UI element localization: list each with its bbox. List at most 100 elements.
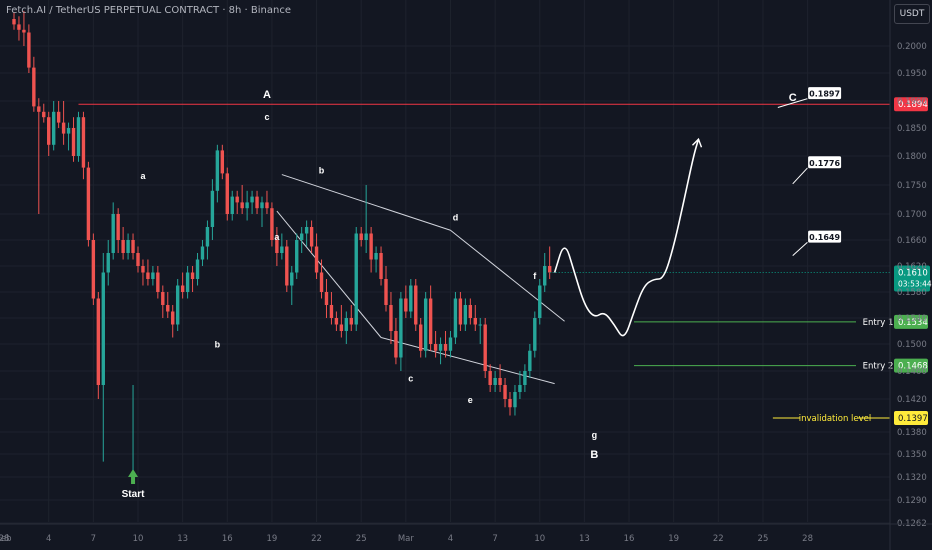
candle-body — [304, 227, 309, 234]
x-tick-label: 25 — [356, 534, 367, 544]
candle-body — [290, 272, 294, 286]
candle-body — [498, 378, 502, 385]
candle-body — [220, 150, 225, 174]
candle-body — [538, 285, 542, 318]
candle-body — [260, 202, 264, 209]
y-tick-label: 0.1950 — [897, 69, 927, 79]
target-box — [807, 229, 843, 244]
candle-body — [200, 246, 205, 260]
candle-body — [190, 272, 195, 279]
candle-body — [389, 305, 393, 331]
y-tick-label: 0.1290 — [897, 496, 927, 506]
y-tick-label: 0.1350 — [897, 450, 927, 460]
y-tick-label: 0.1460 — [897, 367, 927, 377]
entry-1-text: Entry 1 — [863, 318, 894, 328]
candle-body — [483, 324, 487, 371]
x-tick-label: 16 — [624, 534, 635, 544]
candle-body — [384, 279, 388, 305]
candle-body — [349, 318, 353, 325]
candle-body — [51, 111, 56, 145]
wave-label-B: B — [590, 449, 598, 461]
candle-body — [533, 318, 537, 351]
wave-label-A: A — [263, 89, 271, 101]
wave-label-Start: Start — [122, 489, 145, 500]
x-tick-label: 28 — [0, 534, 9, 544]
candle-body — [448, 337, 453, 351]
x-tick-label: 7 — [91, 534, 96, 544]
wedge-upper-line-2 — [450, 229, 565, 322]
x-tick-label: 16 — [222, 534, 233, 544]
candle-body — [166, 305, 170, 312]
x-tick-label: 10 — [534, 534, 545, 544]
invalidation-price-tag-text: 0.1397 — [898, 414, 928, 424]
candle-body — [359, 233, 363, 240]
candle-body — [32, 67, 36, 107]
candle-body — [265, 202, 269, 209]
candle-body — [22, 29, 26, 33]
candle-body — [329, 305, 334, 318]
currency-selector[interactable]: USDT — [894, 4, 930, 24]
candle-body — [508, 399, 512, 408]
candle-body — [146, 272, 150, 279]
candle-body — [230, 196, 234, 214]
candle-body — [423, 298, 428, 351]
candle-body — [185, 272, 190, 292]
candle-body — [339, 324, 344, 331]
y-tick-label: 0.1800 — [897, 152, 927, 162]
candle-body — [136, 253, 140, 266]
y-tick-label: 0.1380 — [897, 428, 927, 438]
candle-body — [324, 292, 329, 305]
candle-body — [91, 240, 96, 299]
chart-title: Fetch.AI / TetherUS PERPETUAL CONTRACT ·… — [6, 5, 292, 16]
candle-body — [86, 167, 91, 240]
candle-body — [309, 227, 314, 247]
candle-body — [374, 253, 378, 260]
entry-2-price-tag-text: 0.1468 — [898, 362, 928, 372]
chart-grid — [0, 0, 890, 524]
candle-body — [463, 305, 468, 325]
candle-body — [543, 266, 547, 286]
candle-body — [473, 318, 477, 325]
candle-body — [453, 298, 458, 338]
candle-body — [151, 272, 155, 279]
x-tick-label: 22 — [311, 534, 322, 544]
wave-label-e: e — [468, 395, 473, 405]
target-box — [807, 155, 843, 170]
candle-body — [101, 272, 105, 385]
candle-body — [285, 246, 289, 286]
candle-body — [344, 318, 349, 331]
candle-body — [205, 227, 210, 247]
x-tick-label: 22 — [713, 534, 724, 544]
x-tick-label: Feb — [0, 534, 12, 544]
invalidation-text: invalidation level — [799, 414, 872, 424]
wave-labels: a b Ac a b c d e f gB C Start — [122, 89, 797, 500]
candle-body — [61, 122, 66, 134]
x-tick-label: 19 — [267, 534, 278, 544]
candle-body — [354, 233, 358, 325]
target-pointer — [777, 98, 808, 108]
candle-body — [438, 344, 443, 351]
candle-body — [66, 128, 71, 134]
y-tick-label: 0.1320 — [897, 473, 927, 483]
candle-body — [131, 240, 135, 253]
y-tick-label: 0.1750 — [897, 181, 927, 191]
candle-body — [443, 344, 448, 351]
candle-body — [394, 331, 398, 358]
candle-body — [27, 32, 31, 68]
candle-body — [523, 371, 527, 385]
candle-body — [270, 208, 274, 240]
candle-body — [314, 246, 319, 273]
wave-label-d: d — [453, 213, 459, 223]
candle-body — [76, 117, 81, 156]
candle-body — [280, 246, 284, 253]
candle-body — [225, 173, 229, 214]
y-tick-label: 0.1900 — [897, 97, 927, 107]
projection-arrowhead — [691, 137, 703, 148]
candle-body — [275, 240, 279, 253]
candle-body — [47, 117, 51, 145]
candle-body — [334, 318, 339, 325]
resistance-price-tag — [894, 97, 928, 112]
entry-1-price-tag-text: 0.1534 — [898, 318, 928, 328]
candle-body — [379, 253, 383, 279]
